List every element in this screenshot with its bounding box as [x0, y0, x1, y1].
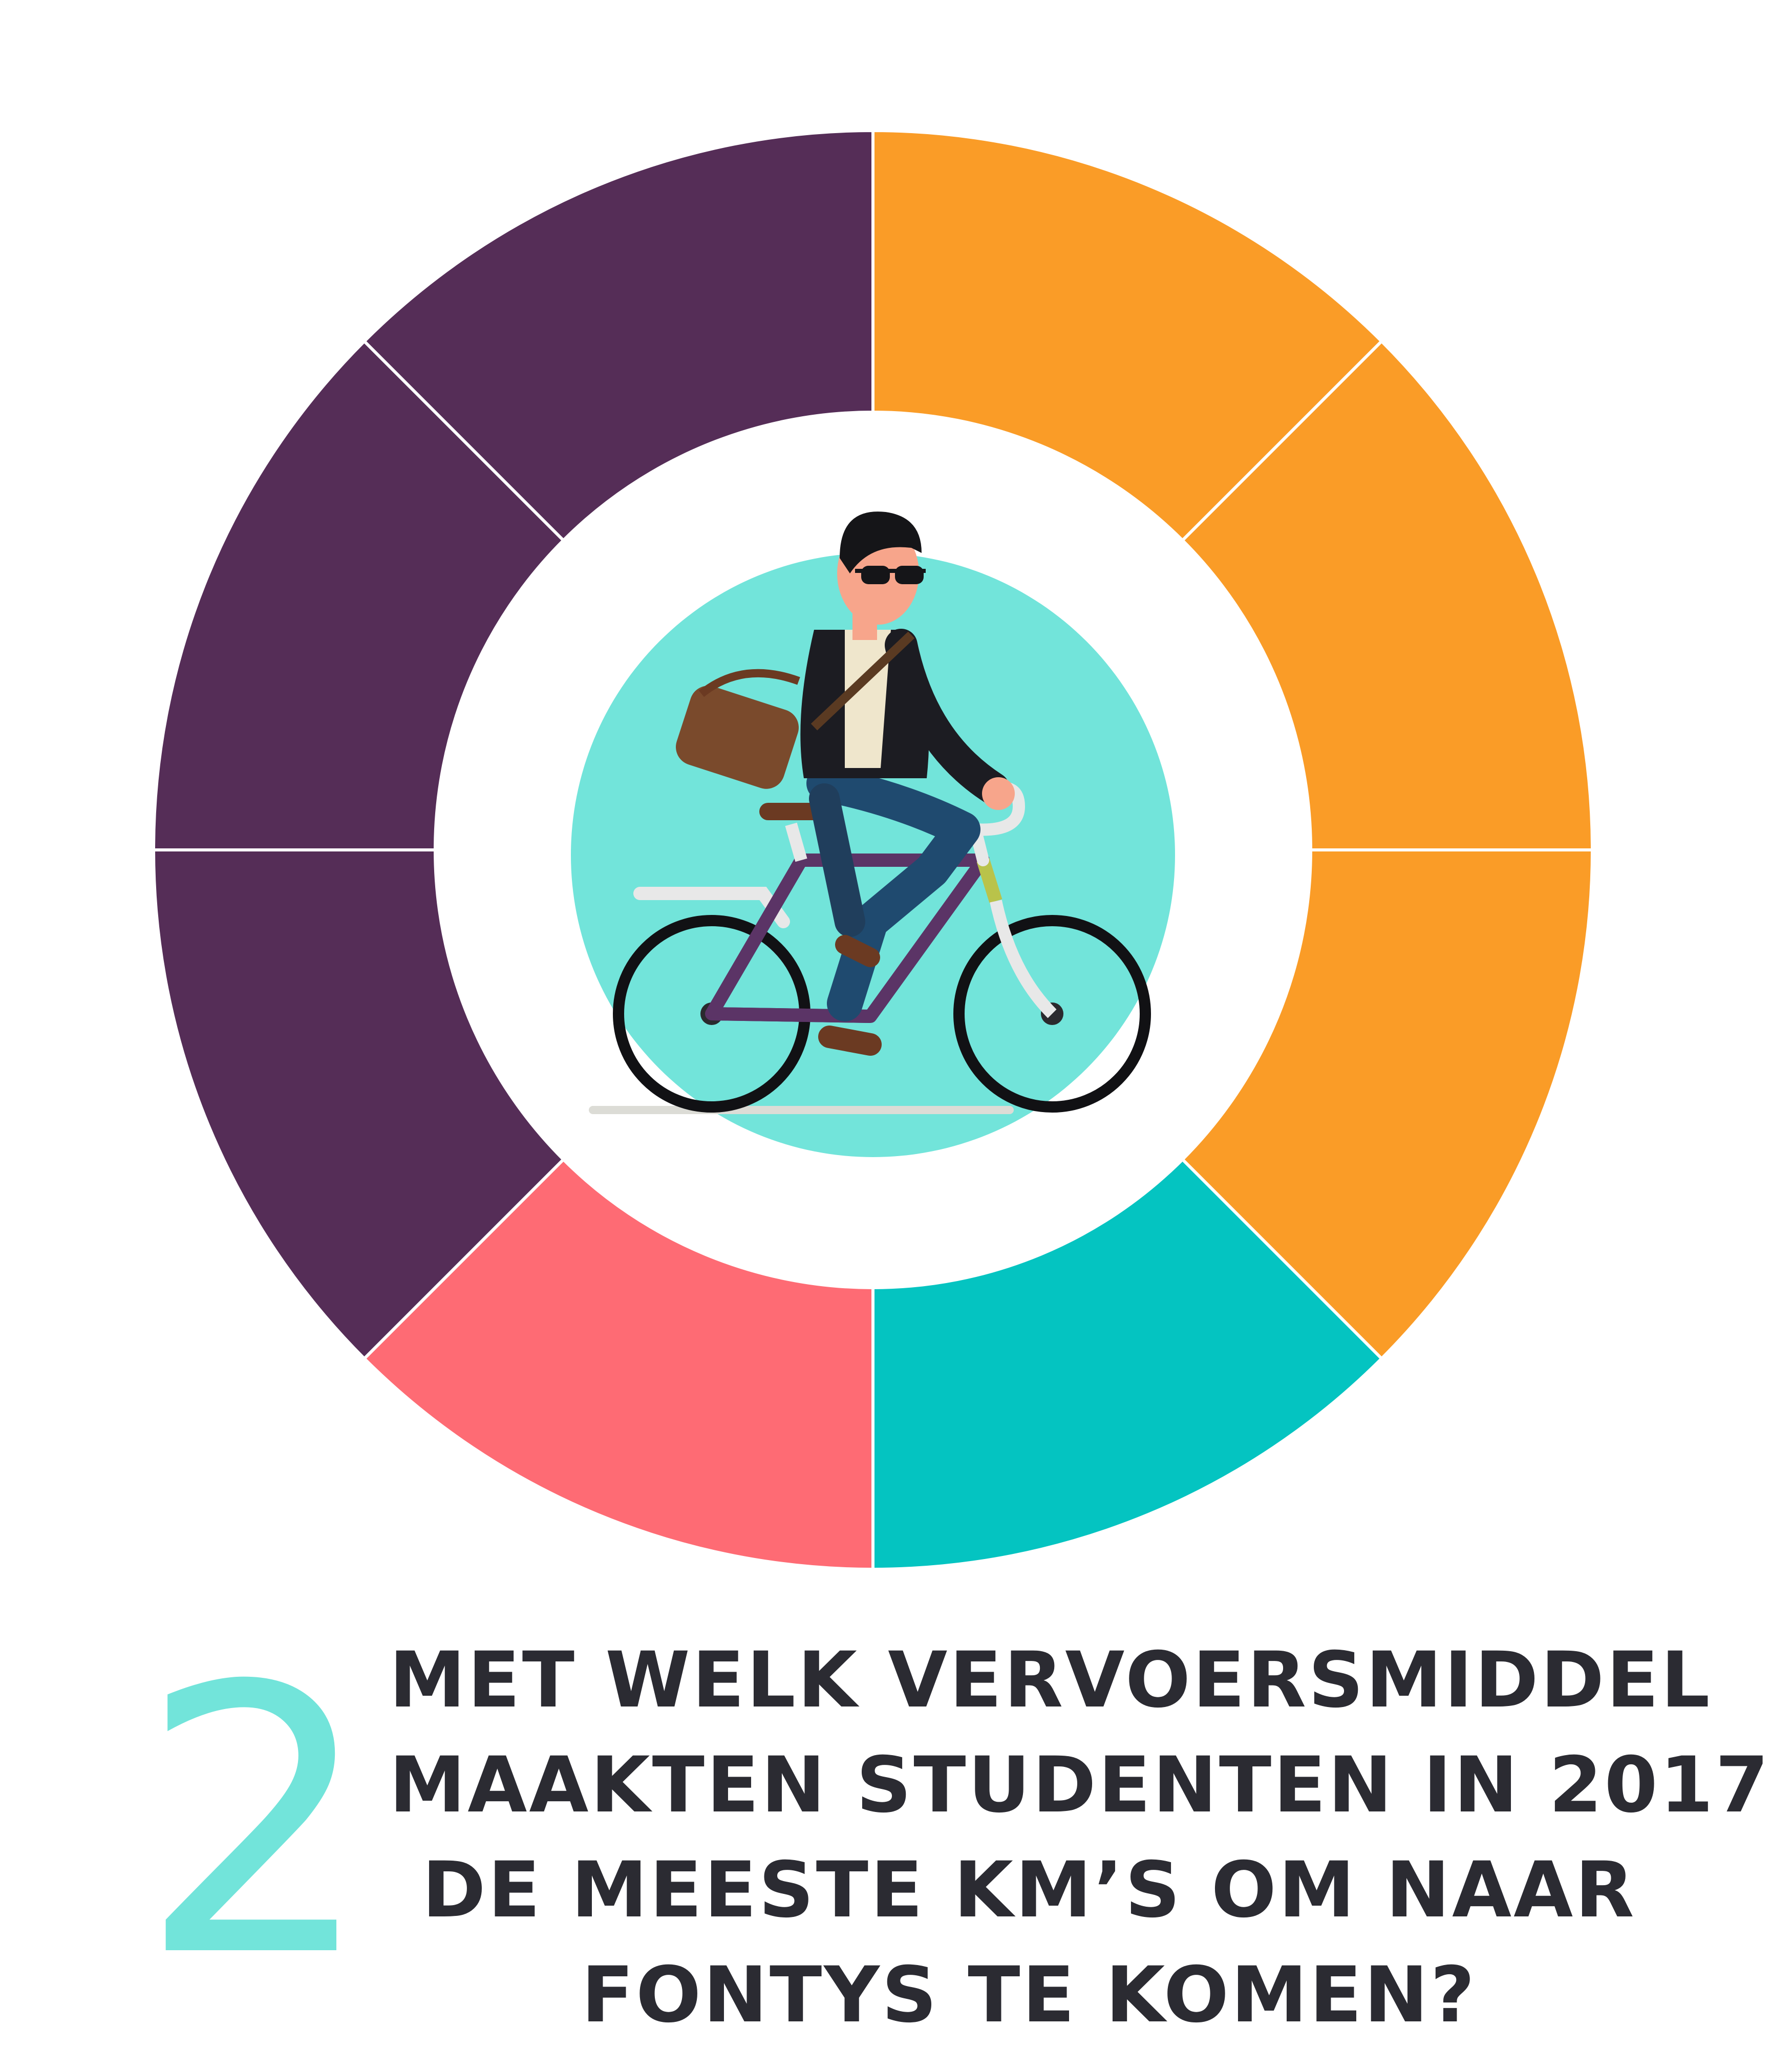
front-wheel — [953, 915, 1151, 1113]
question-line: MAAKTEN STUDENTEN IN 2017 — [389, 1741, 1771, 1830]
donut-segment — [1180, 339, 1594, 851]
donut-segment — [362, 129, 874, 543]
donut-segments — [152, 129, 1594, 1571]
donut-graphic — [152, 129, 1594, 1571]
sunglasses-icon — [855, 566, 926, 584]
question-number: 2 — [138, 1608, 374, 2037]
messenger-bag — [676, 686, 799, 789]
question-text: MET WELK VERVOERSMIDDEL MAAKTEN STUDENTE… — [389, 1628, 1771, 2048]
donut-segment — [362, 1157, 874, 1571]
donut-segment — [871, 1157, 1384, 1571]
donut-segment — [871, 129, 1384, 543]
donut-segment — [152, 848, 566, 1361]
donut-segment — [152, 339, 566, 851]
question-line: FONTYS TE KOMEN? — [581, 1951, 1477, 2040]
rider — [676, 511, 1015, 1056]
ground-line — [589, 1106, 1014, 1114]
question-line: MET WELK VERVOERSMIDDEL — [389, 1636, 1712, 1725]
question-line: DE MEESTE KM’S OM NAAR — [422, 1846, 1636, 1935]
cyclist-illustration — [571, 511, 1175, 1157]
donut-segment — [1180, 848, 1594, 1361]
